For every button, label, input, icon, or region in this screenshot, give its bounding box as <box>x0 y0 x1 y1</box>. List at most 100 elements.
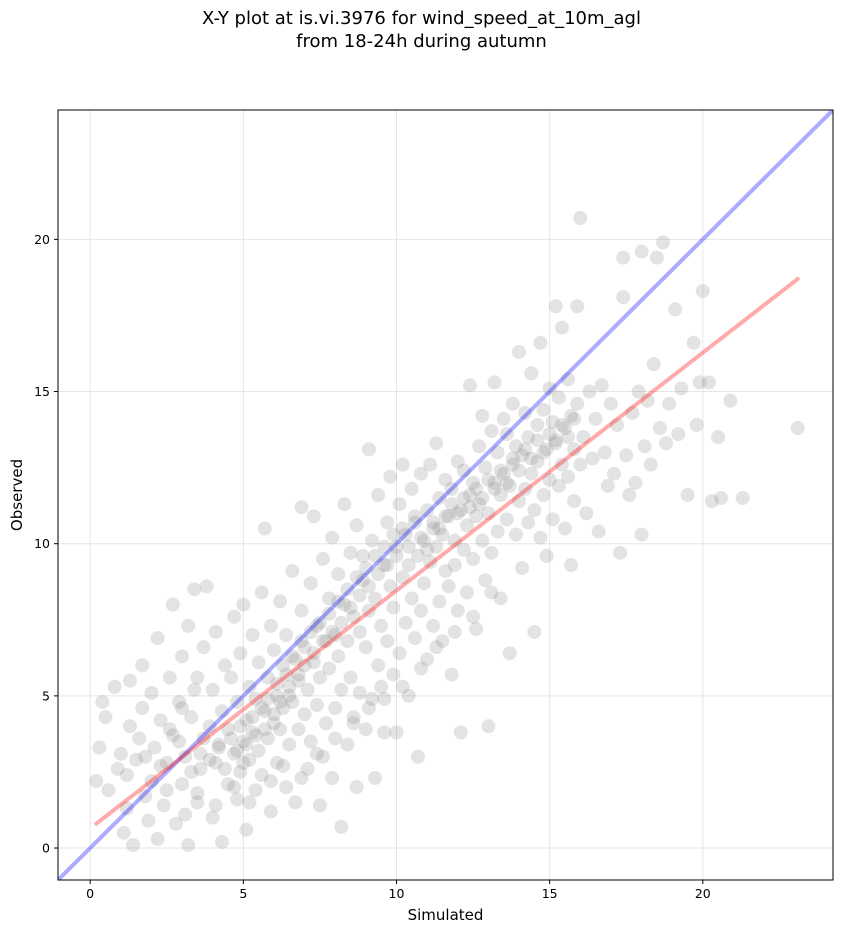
chart-title: X-Y plot at is.vi.3976 for wind_speed_at… <box>0 7 843 53</box>
data-point <box>383 469 398 484</box>
data-point <box>463 488 478 502</box>
data-point <box>426 618 441 633</box>
data-point <box>279 667 294 682</box>
data-point <box>417 533 432 548</box>
data-point <box>251 743 266 758</box>
data-point <box>530 433 545 448</box>
data-point <box>689 418 704 432</box>
data-point <box>346 609 361 624</box>
data-point <box>285 649 300 664</box>
data-point <box>270 676 285 691</box>
data-point <box>242 679 257 694</box>
data-point <box>116 825 131 840</box>
data-point <box>463 378 478 393</box>
data-point <box>401 688 416 703</box>
data-point <box>548 433 563 448</box>
data-point <box>429 539 444 554</box>
data-point <box>328 701 343 716</box>
data-point <box>616 290 631 305</box>
data-point <box>153 758 168 773</box>
data-point <box>205 810 220 825</box>
data-point <box>282 679 297 694</box>
data-point <box>312 798 327 813</box>
data-point <box>334 682 349 697</box>
data-point <box>441 579 456 594</box>
data-point <box>325 530 340 545</box>
data-point <box>573 457 588 472</box>
data-point <box>242 795 257 810</box>
data-point <box>649 250 664 265</box>
data-point <box>466 551 481 566</box>
data-point <box>447 533 462 548</box>
data-point <box>165 597 180 612</box>
data-point <box>404 481 419 496</box>
data-point <box>184 710 199 725</box>
data-point <box>110 761 125 776</box>
data-point <box>315 551 330 566</box>
data-point <box>190 786 205 801</box>
data-point <box>361 603 376 618</box>
data-point <box>447 624 462 639</box>
data-point <box>368 548 383 563</box>
data-point <box>205 682 220 697</box>
data-point <box>496 466 511 481</box>
data-point <box>248 728 263 743</box>
data-point <box>245 710 260 725</box>
data-point <box>521 515 536 530</box>
x-axis-label: Simulated <box>408 906 484 924</box>
data-point <box>273 594 288 609</box>
data-point <box>312 615 327 630</box>
data-point <box>340 737 355 752</box>
data-point <box>551 478 566 493</box>
data-point <box>469 621 484 636</box>
data-point <box>536 445 551 460</box>
data-point <box>306 646 321 661</box>
data-point <box>570 396 585 411</box>
data-point <box>233 646 248 661</box>
grid-lines <box>58 110 833 880</box>
data-point <box>512 344 527 359</box>
data-point <box>413 661 428 676</box>
data-point <box>331 594 346 609</box>
data-point <box>548 299 563 314</box>
data-point <box>542 427 557 442</box>
data-point <box>502 478 517 493</box>
data-point <box>334 615 349 630</box>
data-point <box>472 497 487 512</box>
data-point <box>438 472 453 487</box>
data-point <box>288 652 303 667</box>
data-point <box>545 512 560 527</box>
data-point <box>606 466 621 481</box>
data-point <box>202 719 217 734</box>
y-tick-label: 10 <box>34 536 50 551</box>
data-point <box>349 518 364 533</box>
data-point <box>512 463 527 478</box>
data-point <box>276 758 291 773</box>
data-point <box>484 545 499 560</box>
data-point <box>236 597 251 612</box>
data-point <box>230 743 245 758</box>
data-point <box>496 411 511 426</box>
data-point <box>248 783 263 798</box>
data-point <box>202 752 217 767</box>
data-point <box>646 357 661 372</box>
data-point <box>380 558 395 572</box>
data-point <box>413 603 428 618</box>
data-point <box>266 716 281 731</box>
data-point <box>297 658 312 673</box>
data-point <box>371 488 386 502</box>
data-point <box>554 320 569 335</box>
reference-lines <box>58 110 833 880</box>
data-point <box>358 722 373 737</box>
data-point <box>505 457 520 472</box>
data-point <box>309 698 324 712</box>
data-point <box>459 585 474 600</box>
data-point <box>557 421 572 436</box>
data-point <box>671 427 686 442</box>
data-point <box>432 491 447 506</box>
data-point <box>429 436 444 451</box>
data-point <box>395 570 410 585</box>
data-point <box>711 430 726 445</box>
data-point <box>334 819 349 834</box>
data-point <box>368 771 383 786</box>
